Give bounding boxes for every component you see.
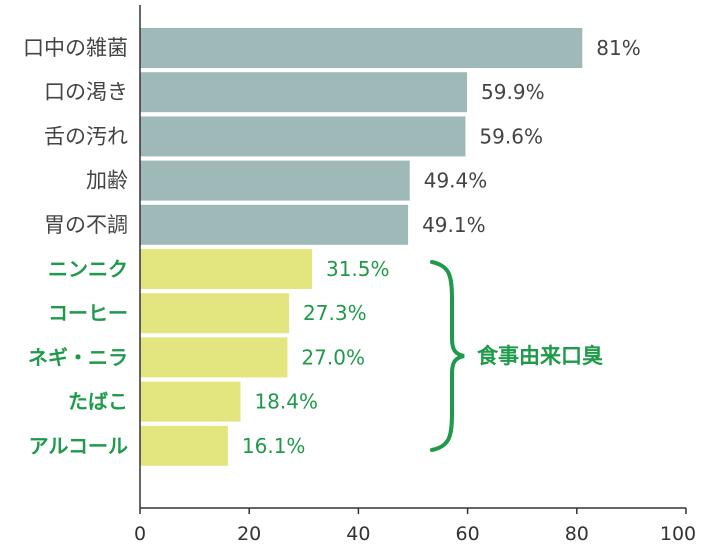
category-label-9: アルコール bbox=[29, 434, 128, 458]
tick-label-4: 80 bbox=[565, 523, 589, 545]
bar-1 bbox=[140, 72, 468, 113]
x-axis-ticks: 0 20 40 60 80 100 bbox=[134, 508, 696, 545]
category-label-2: 舌の汚れ bbox=[44, 124, 128, 148]
category-label-6: コーヒー bbox=[48, 301, 128, 325]
category-label-3: 加齢 bbox=[86, 169, 128, 193]
tick-label-0: 0 bbox=[134, 523, 146, 545]
value-labels: 81% 59.9% 59.6% 49.4% 49.1% 31.5% 27.3% 27.0% 18… bbox=[242, 36, 641, 458]
tick-label-5: 100 bbox=[660, 523, 696, 545]
bar-6 bbox=[140, 293, 290, 334]
value-label-4: 49.1% bbox=[422, 213, 486, 237]
bar-3 bbox=[140, 160, 410, 201]
bar-9 bbox=[140, 425, 228, 466]
tick-label-1: 20 bbox=[237, 523, 261, 545]
bar-0 bbox=[140, 28, 583, 68]
value-label-6: 27.3% bbox=[303, 301, 367, 325]
value-label-0: 81% bbox=[596, 36, 640, 60]
value-label-2: 59.6% bbox=[479, 124, 543, 148]
tick-label-2: 40 bbox=[346, 523, 370, 545]
tick-label-3: 60 bbox=[456, 523, 480, 545]
group-label: 食事由来口臭 bbox=[477, 344, 603, 368]
value-label-1: 59.9% bbox=[481, 80, 545, 104]
value-label-8: 18.4% bbox=[254, 390, 318, 414]
category-label-8: たばこ bbox=[68, 390, 128, 414]
group-brace bbox=[430, 260, 465, 452]
category-label-1: 口の渇き bbox=[44, 80, 128, 104]
value-label-9: 16.1% bbox=[242, 434, 306, 458]
value-label-7: 27.0% bbox=[301, 345, 365, 369]
bar-7 bbox=[140, 337, 288, 378]
bar-2 bbox=[140, 116, 466, 157]
value-label-5: 31.5% bbox=[326, 257, 390, 281]
category-label-5: ニンニク bbox=[48, 257, 128, 281]
value-label-3: 49.4% bbox=[424, 169, 488, 193]
category-label-0: 口中の雑菌 bbox=[23, 36, 128, 60]
category-label-4: 胃の不調 bbox=[44, 213, 128, 237]
bar-4 bbox=[140, 204, 409, 245]
category-label-7: ネギ・ニラ bbox=[28, 345, 128, 369]
bar-8 bbox=[140, 381, 241, 422]
bars-layer bbox=[140, 28, 583, 466]
bar-5 bbox=[140, 249, 312, 289]
